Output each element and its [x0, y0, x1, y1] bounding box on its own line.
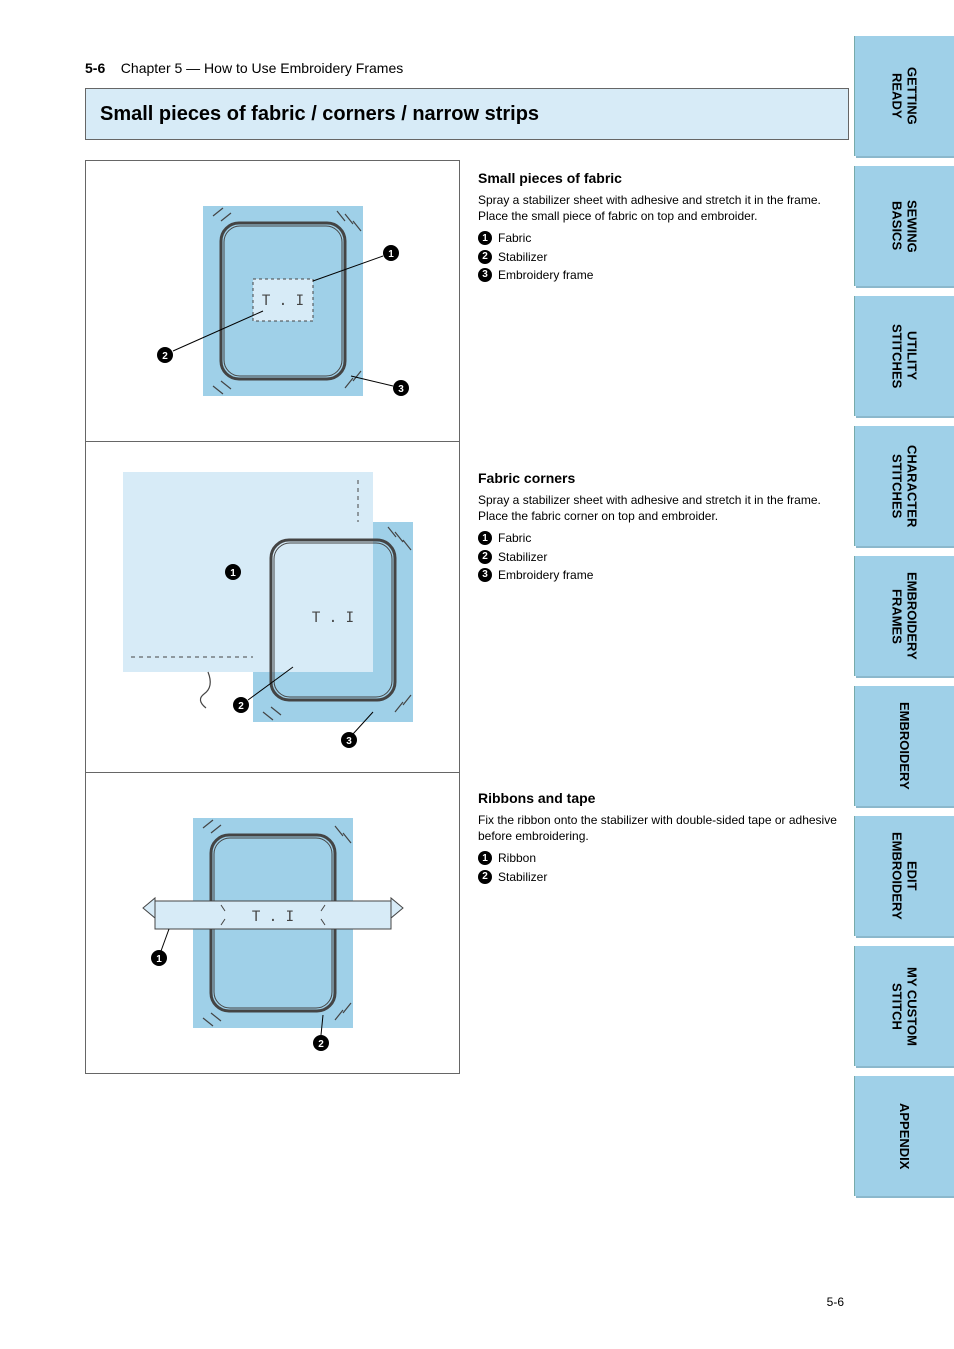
block-corner: Fabric corners Spray a stabilizer sheet … [478, 470, 848, 770]
text-column: Small pieces of fabric Spray a stabilize… [478, 160, 848, 905]
svg-text:3: 3 [346, 736, 352, 747]
legend-small: 1 Fabric 2 Stabilizer 3 Embroidery frame [478, 230, 848, 283]
chapter-label: Chapter 5 — How to Use Embroidery Frames [121, 60, 403, 76]
tab-appendix[interactable]: APPENDIX [854, 1076, 954, 1196]
page-title: 5-6 Chapter 5 — How to Use Embroidery Fr… [85, 60, 403, 76]
diagram-small-fabric: T . I 1 2 3 [86, 161, 459, 442]
heading-small: Small pieces of fabric [478, 170, 848, 186]
page-number: 5-6 [85, 60, 105, 76]
tab-edit-embroidery[interactable]: EDIT EMBROIDERY [854, 816, 954, 936]
heading-corner: Fabric corners [478, 470, 848, 486]
bullet-icon: 2 [478, 250, 492, 264]
tab-embroidery[interactable]: EMBROIDERY [854, 686, 954, 806]
block-small: Small pieces of fabric Spray a stabilize… [478, 170, 848, 450]
tab-my-custom-stitch[interactable]: MY CUSTOM STITCH [854, 946, 954, 1066]
bullet-icon: 3 [478, 568, 492, 582]
svg-text:3: 3 [398, 384, 404, 395]
diagram-ribbon: T . I 1 2 [86, 773, 459, 1073]
tab-getting-ready[interactable]: GETTING READY [854, 36, 954, 156]
svg-text:1: 1 [156, 954, 162, 965]
svg-text:2: 2 [238, 701, 244, 712]
tab-sewing-basics[interactable]: SEWING BASICS [854, 166, 954, 286]
diagram-corner: T . I 1 2 3 [86, 442, 459, 773]
legend-item: Embroidery frame [498, 567, 593, 583]
legend-ribbon: 1 Ribbon 2 Stabilizer [478, 850, 848, 884]
legend-item: Stabilizer [498, 549, 547, 565]
svg-text:T . I: T . I [311, 610, 353, 626]
heading-ribbon: Ribbons and tape [478, 790, 848, 806]
svg-text:2: 2 [162, 351, 168, 362]
section-header-text: Small pieces of fabric / corners / narro… [100, 103, 539, 126]
svg-text:2: 2 [318, 1039, 324, 1050]
legend-corner: 1 Fabric 2 Stabilizer 3 Embroidery frame [478, 530, 848, 583]
bullet-icon: 1 [478, 851, 492, 865]
legend-item: Embroidery frame [498, 267, 593, 283]
block-ribbon: Ribbons and tape Fix the ribbon onto the… [478, 790, 848, 885]
legend-item: Ribbon [498, 850, 536, 866]
diagram-column: T . I 1 2 3 [85, 160, 460, 1074]
tab-character-stitches[interactable]: CHARACTER STITCHES [854, 426, 954, 546]
section-header: Small pieces of fabric / corners / narro… [85, 88, 849, 140]
intro-ribbon: Fix the ribbon onto the stabilizer with … [478, 812, 848, 844]
svg-text:T . I: T . I [261, 293, 303, 309]
legend-item: Fabric [498, 530, 531, 546]
tab-embroidery-frames[interactable]: EMBROIDERY FRAMES [854, 556, 954, 676]
intro-corner: Spray a stabilizer sheet with adhesive a… [478, 492, 848, 524]
svg-text:1: 1 [388, 249, 394, 260]
legend-item: Fabric [498, 230, 531, 246]
legend-item: Stabilizer [498, 249, 547, 265]
bullet-icon: 2 [478, 550, 492, 564]
bullet-icon: 2 [478, 870, 492, 884]
svg-text:1: 1 [230, 568, 236, 579]
bullet-icon: 1 [478, 231, 492, 245]
intro-small: Spray a stabilizer sheet with adhesive a… [478, 192, 848, 224]
tab-utility-stitches[interactable]: UTILITY STITCHES [854, 296, 954, 416]
footer-page-number: 5-6 [827, 1295, 844, 1309]
side-tabs: GETTING READY SEWING BASICS UTILITY STIT… [854, 36, 954, 1196]
bullet-icon: 1 [478, 531, 492, 545]
bullet-icon: 3 [478, 268, 492, 282]
svg-text:T . I: T . I [251, 909, 293, 925]
legend-item: Stabilizer [498, 869, 547, 885]
